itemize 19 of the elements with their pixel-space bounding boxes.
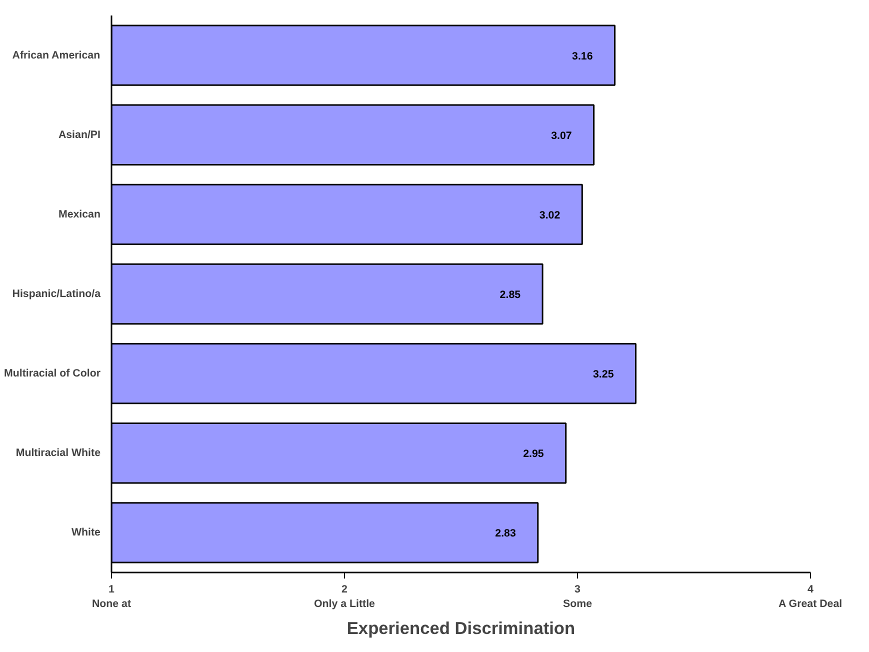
y-tick-label: African American <box>12 49 100 62</box>
x-tick-label: 1 None at <box>92 584 132 610</box>
y-tick-label: Hispanic/Latino/a <box>12 288 101 300</box>
x-tick-label: 2 Only a Little <box>314 584 376 610</box>
x-tick-label: 3 Some <box>562 584 592 610</box>
data-label: 3.07 <box>551 130 572 142</box>
y-tick-label: Mexican <box>58 208 101 220</box>
x-tick-label: 4 A Great Deal <box>778 584 842 610</box>
data-label: 3.25 <box>593 368 614 381</box>
data-label: 2.83 <box>495 528 516 540</box>
y-tick-label: Asian/PI <box>58 128 101 141</box>
x-axis-title: Experienced Discrimination <box>346 618 576 638</box>
data-label: 2.95 <box>523 448 544 460</box>
y-tick-label: Multiracial White <box>16 447 101 460</box>
data-label: 3.02 <box>539 209 560 222</box>
y-tick-label: Multiracial of Color <box>4 368 101 380</box>
y-tick-label: White <box>71 526 101 539</box>
data-label: 3.16 <box>572 50 593 62</box>
data-label: 2.85 <box>500 289 521 301</box>
